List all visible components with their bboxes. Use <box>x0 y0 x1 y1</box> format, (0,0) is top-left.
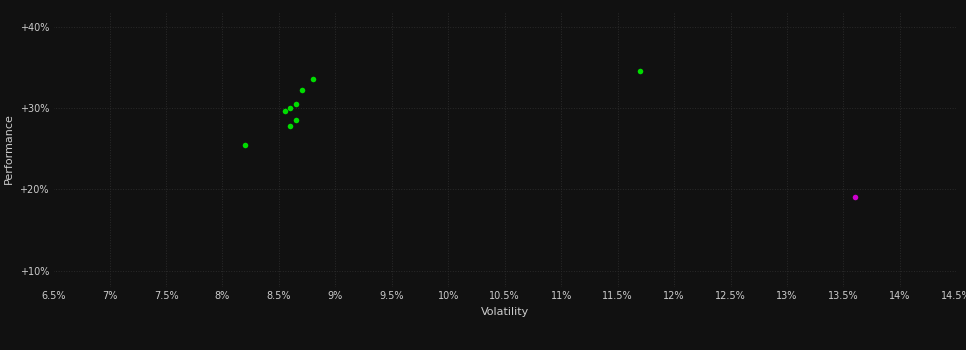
Point <box>238 142 253 147</box>
Point <box>288 118 303 123</box>
Point <box>277 108 293 113</box>
Point <box>633 68 648 74</box>
Point <box>847 194 863 199</box>
Y-axis label: Performance: Performance <box>4 113 14 184</box>
Point <box>282 123 298 129</box>
Point <box>288 101 303 107</box>
Point <box>282 105 298 111</box>
Point <box>305 76 321 82</box>
X-axis label: Volatility: Volatility <box>481 307 528 317</box>
Point <box>294 88 309 93</box>
